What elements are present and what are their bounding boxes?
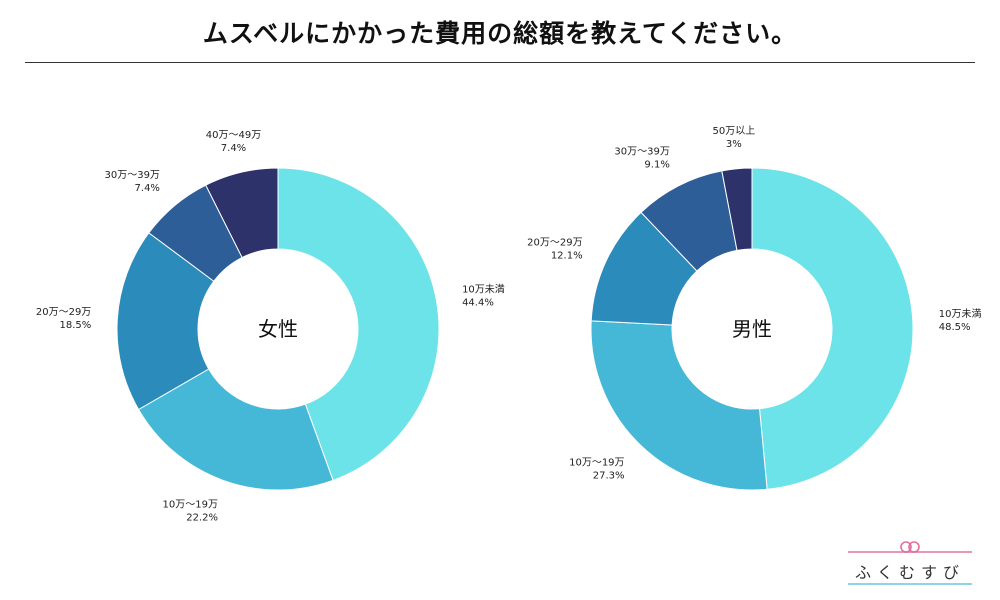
- slice-value-label: 7.4%: [221, 143, 246, 154]
- slice-value-label: 48.5%: [939, 322, 971, 333]
- slice-category-label: 40万〜49万: [206, 130, 261, 141]
- logo-text: ふくむすび: [854, 563, 965, 582]
- slice-category-label: 10万未満: [939, 308, 982, 320]
- donut-slice: [721, 167, 753, 252]
- knot-icon: [900, 541, 920, 553]
- slice-category-label: 10万〜19万: [569, 457, 624, 468]
- donut-chart-2: 10万未満 48.5% 10万〜19万 27.3% 20万〜29万 12.1% 30万〜39…: [527, 125, 982, 491]
- logo-line-bottom: [848, 583, 972, 585]
- slice-category-label: 30万〜39万: [614, 146, 669, 157]
- slice-value-label: 7.4%: [135, 183, 160, 194]
- donut-center-label: 女性: [258, 317, 298, 341]
- brand-logo: ふくむすび: [848, 540, 972, 586]
- slice-value-label: 22.2%: [186, 512, 218, 523]
- donut-slice: [205, 167, 279, 259]
- slice-category-label: 30万〜39万: [104, 170, 159, 181]
- donut-slice: [590, 320, 768, 491]
- donut-slice: [277, 167, 440, 481]
- donut-slice: [751, 167, 914, 490]
- slice-value-label: 27.3%: [593, 470, 625, 481]
- slice-category-label: 20万〜29万: [527, 237, 582, 248]
- donut-slice: [137, 368, 334, 491]
- slice-value-label: 3%: [726, 139, 742, 150]
- logo-line-top: [848, 551, 972, 553]
- page-title: ムスベルにかかった費用の総額を教えてください。: [202, 19, 798, 48]
- slice-value-label: 44.4%: [462, 297, 494, 308]
- slice-category-label: 50万以上: [712, 125, 755, 137]
- slice-category-label: 10万未満: [462, 283, 505, 295]
- slice-category-label: 20万〜29万: [36, 307, 91, 318]
- slice-value-label: 12.1%: [551, 250, 583, 261]
- donut-slice: [116, 232, 215, 411]
- title-divider: [25, 62, 975, 63]
- slice-value-label: 9.1%: [644, 159, 669, 170]
- slice-category-label: 10万〜19万: [163, 499, 218, 510]
- donut-chart-1: 10万未満 44.4% 10万〜19万 22.2% 20万〜29万 18.5% 30万〜39…: [36, 130, 505, 523]
- donut-center-label: 男性: [732, 317, 772, 341]
- slice-value-label: 18.5%: [60, 320, 92, 331]
